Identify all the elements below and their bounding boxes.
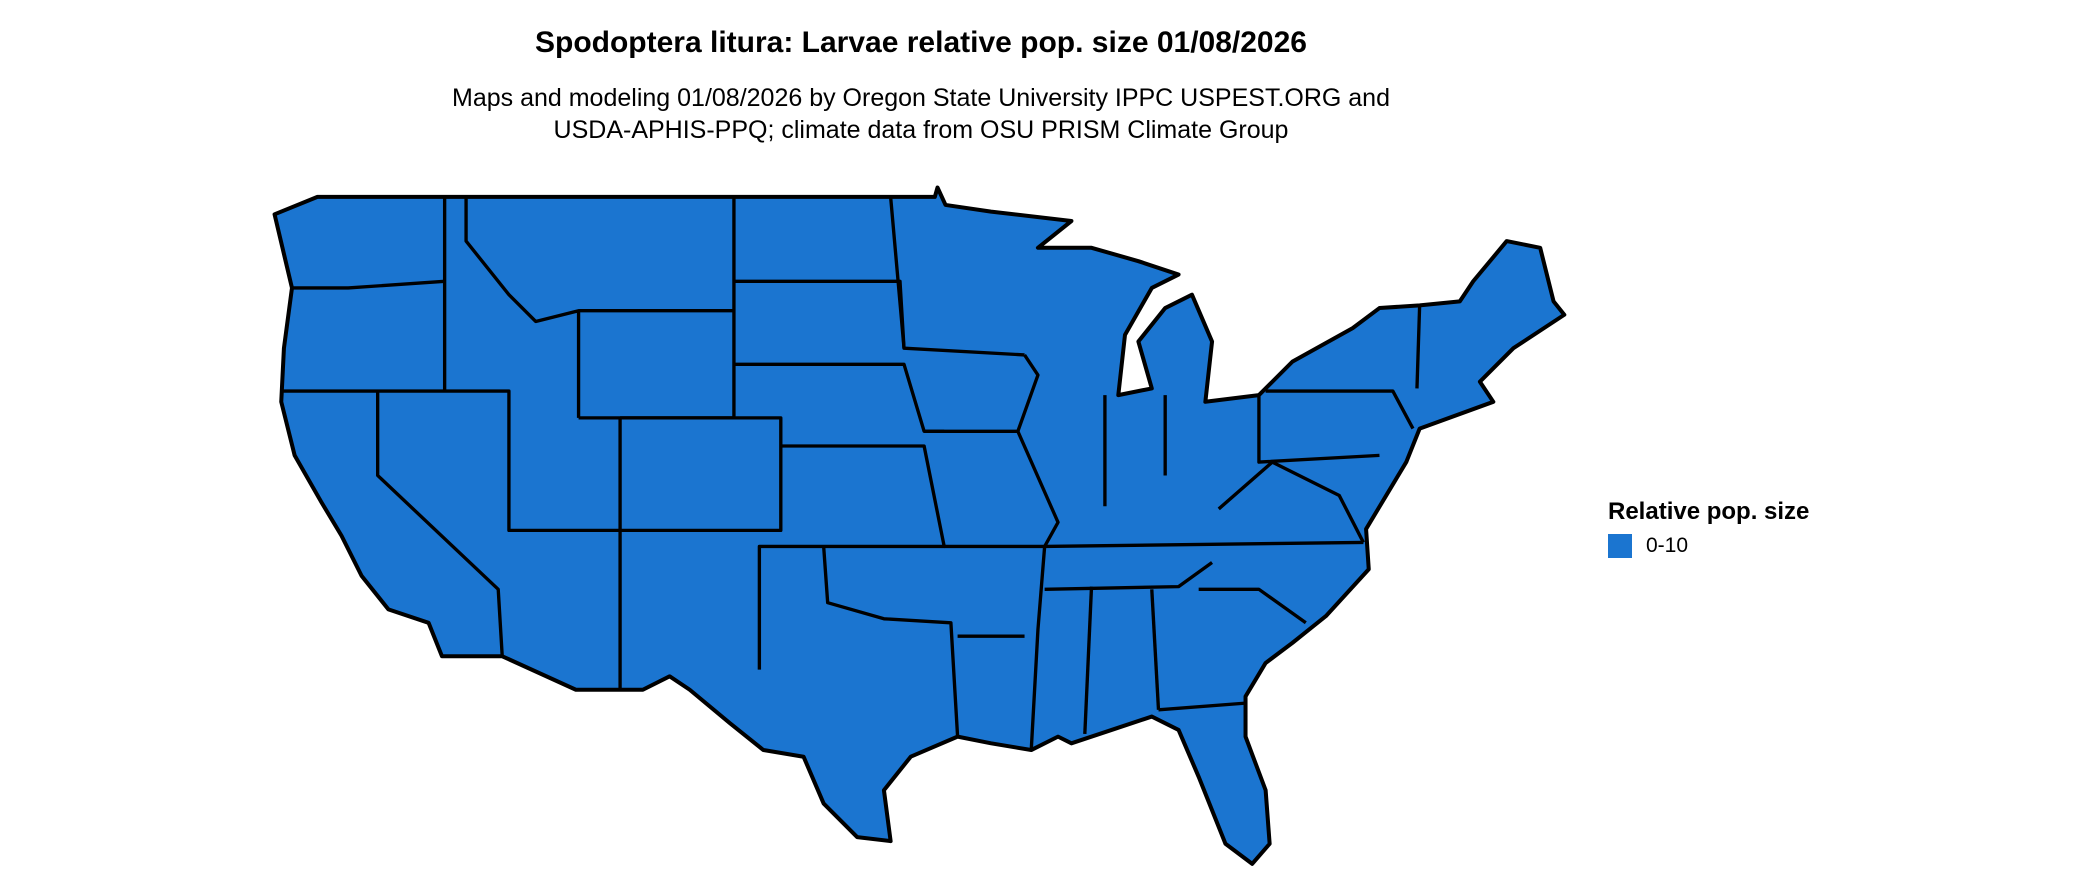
map-subtitle-line1: Maps and modeling 01/08/2026 by Oregon S… — [452, 84, 1390, 112]
state-borders — [281, 196, 1422, 751]
map-subtitle-line2: USDA-APHIS-PPQ; climate data from OSU PR… — [553, 116, 1289, 144]
legend: Relative pop. size 0-10 — [1608, 498, 1809, 558]
us-land-area — [272, 185, 1567, 866]
map-title: Spodoptera litura: Larvae relative pop. … — [535, 26, 1307, 59]
legend-title: Relative pop. size — [1608, 498, 1810, 525]
legend-swatch — [1608, 534, 1632, 558]
legend-label: 0-10 — [1646, 534, 1689, 557]
legend-item: 0-10 — [1608, 534, 1809, 558]
